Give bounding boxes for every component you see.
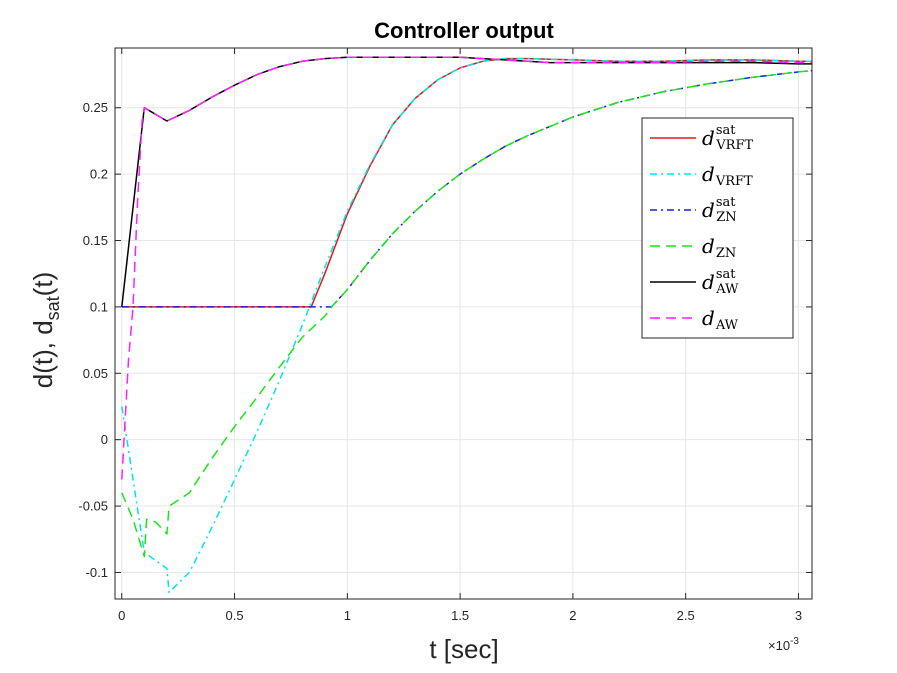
x-tick-label: 3 (795, 608, 802, 623)
y-tick-label: 0.1 (90, 299, 108, 314)
x-tick-label: 0 (118, 608, 125, 623)
legend-entry-zn_sat: dsat ZN (702, 195, 737, 225)
x-axis-label: t [sec] (429, 634, 498, 664)
legend-entry-aw_sat: dsat AW (702, 267, 739, 297)
y-tick-label: 0.05 (83, 366, 108, 381)
legend-entry-aw: dAW (702, 306, 739, 333)
y-tick-label: 0.25 (83, 100, 108, 115)
chart-title: Controller output (374, 18, 554, 43)
y-tick-label: -0.05 (78, 499, 108, 514)
y-tick-label: -0.1 (86, 565, 108, 580)
y-axis-label: d(t), dsat(t) (28, 272, 63, 388)
x-tick-label: 0.5 (226, 608, 244, 623)
y-tick-label: 0.15 (83, 233, 108, 248)
legend-entry-vrft: dVRFT (702, 162, 753, 189)
series-line-aw (121, 56, 812, 480)
x-tick-label: 1.5 (451, 608, 469, 623)
x-exponent-label: ×10-3 (768, 636, 799, 653)
x-tick-label: 1 (344, 608, 351, 623)
x-tick-labels: 0 0.5 1 1.5 2 2.5 3 (118, 608, 802, 623)
x-tick-label: 2.5 (677, 608, 695, 623)
axes-box (114, 47, 813, 600)
legend: dsat VRFT dVRFT dsat ZN dZN dsat AW dAW (641, 117, 794, 339)
legend-entry-zn: dZN (702, 234, 736, 261)
y-tick-label: 0 (101, 432, 108, 447)
x-tick-label: 2 (569, 608, 576, 623)
legend-box (641, 117, 794, 339)
legend-entry-vrft_sat: dsat VRFT (702, 123, 753, 153)
ticks (115, 48, 812, 599)
y-tick-label: 0.2 (90, 167, 108, 182)
series-lines (121, 56, 812, 594)
series-line-zn (121, 69, 812, 558)
y-tick-labels: -0.1 -0.05 0 0.05 0.1 0.15 0.2 0.25 (78, 100, 108, 580)
series-line-vrft (121, 57, 812, 594)
